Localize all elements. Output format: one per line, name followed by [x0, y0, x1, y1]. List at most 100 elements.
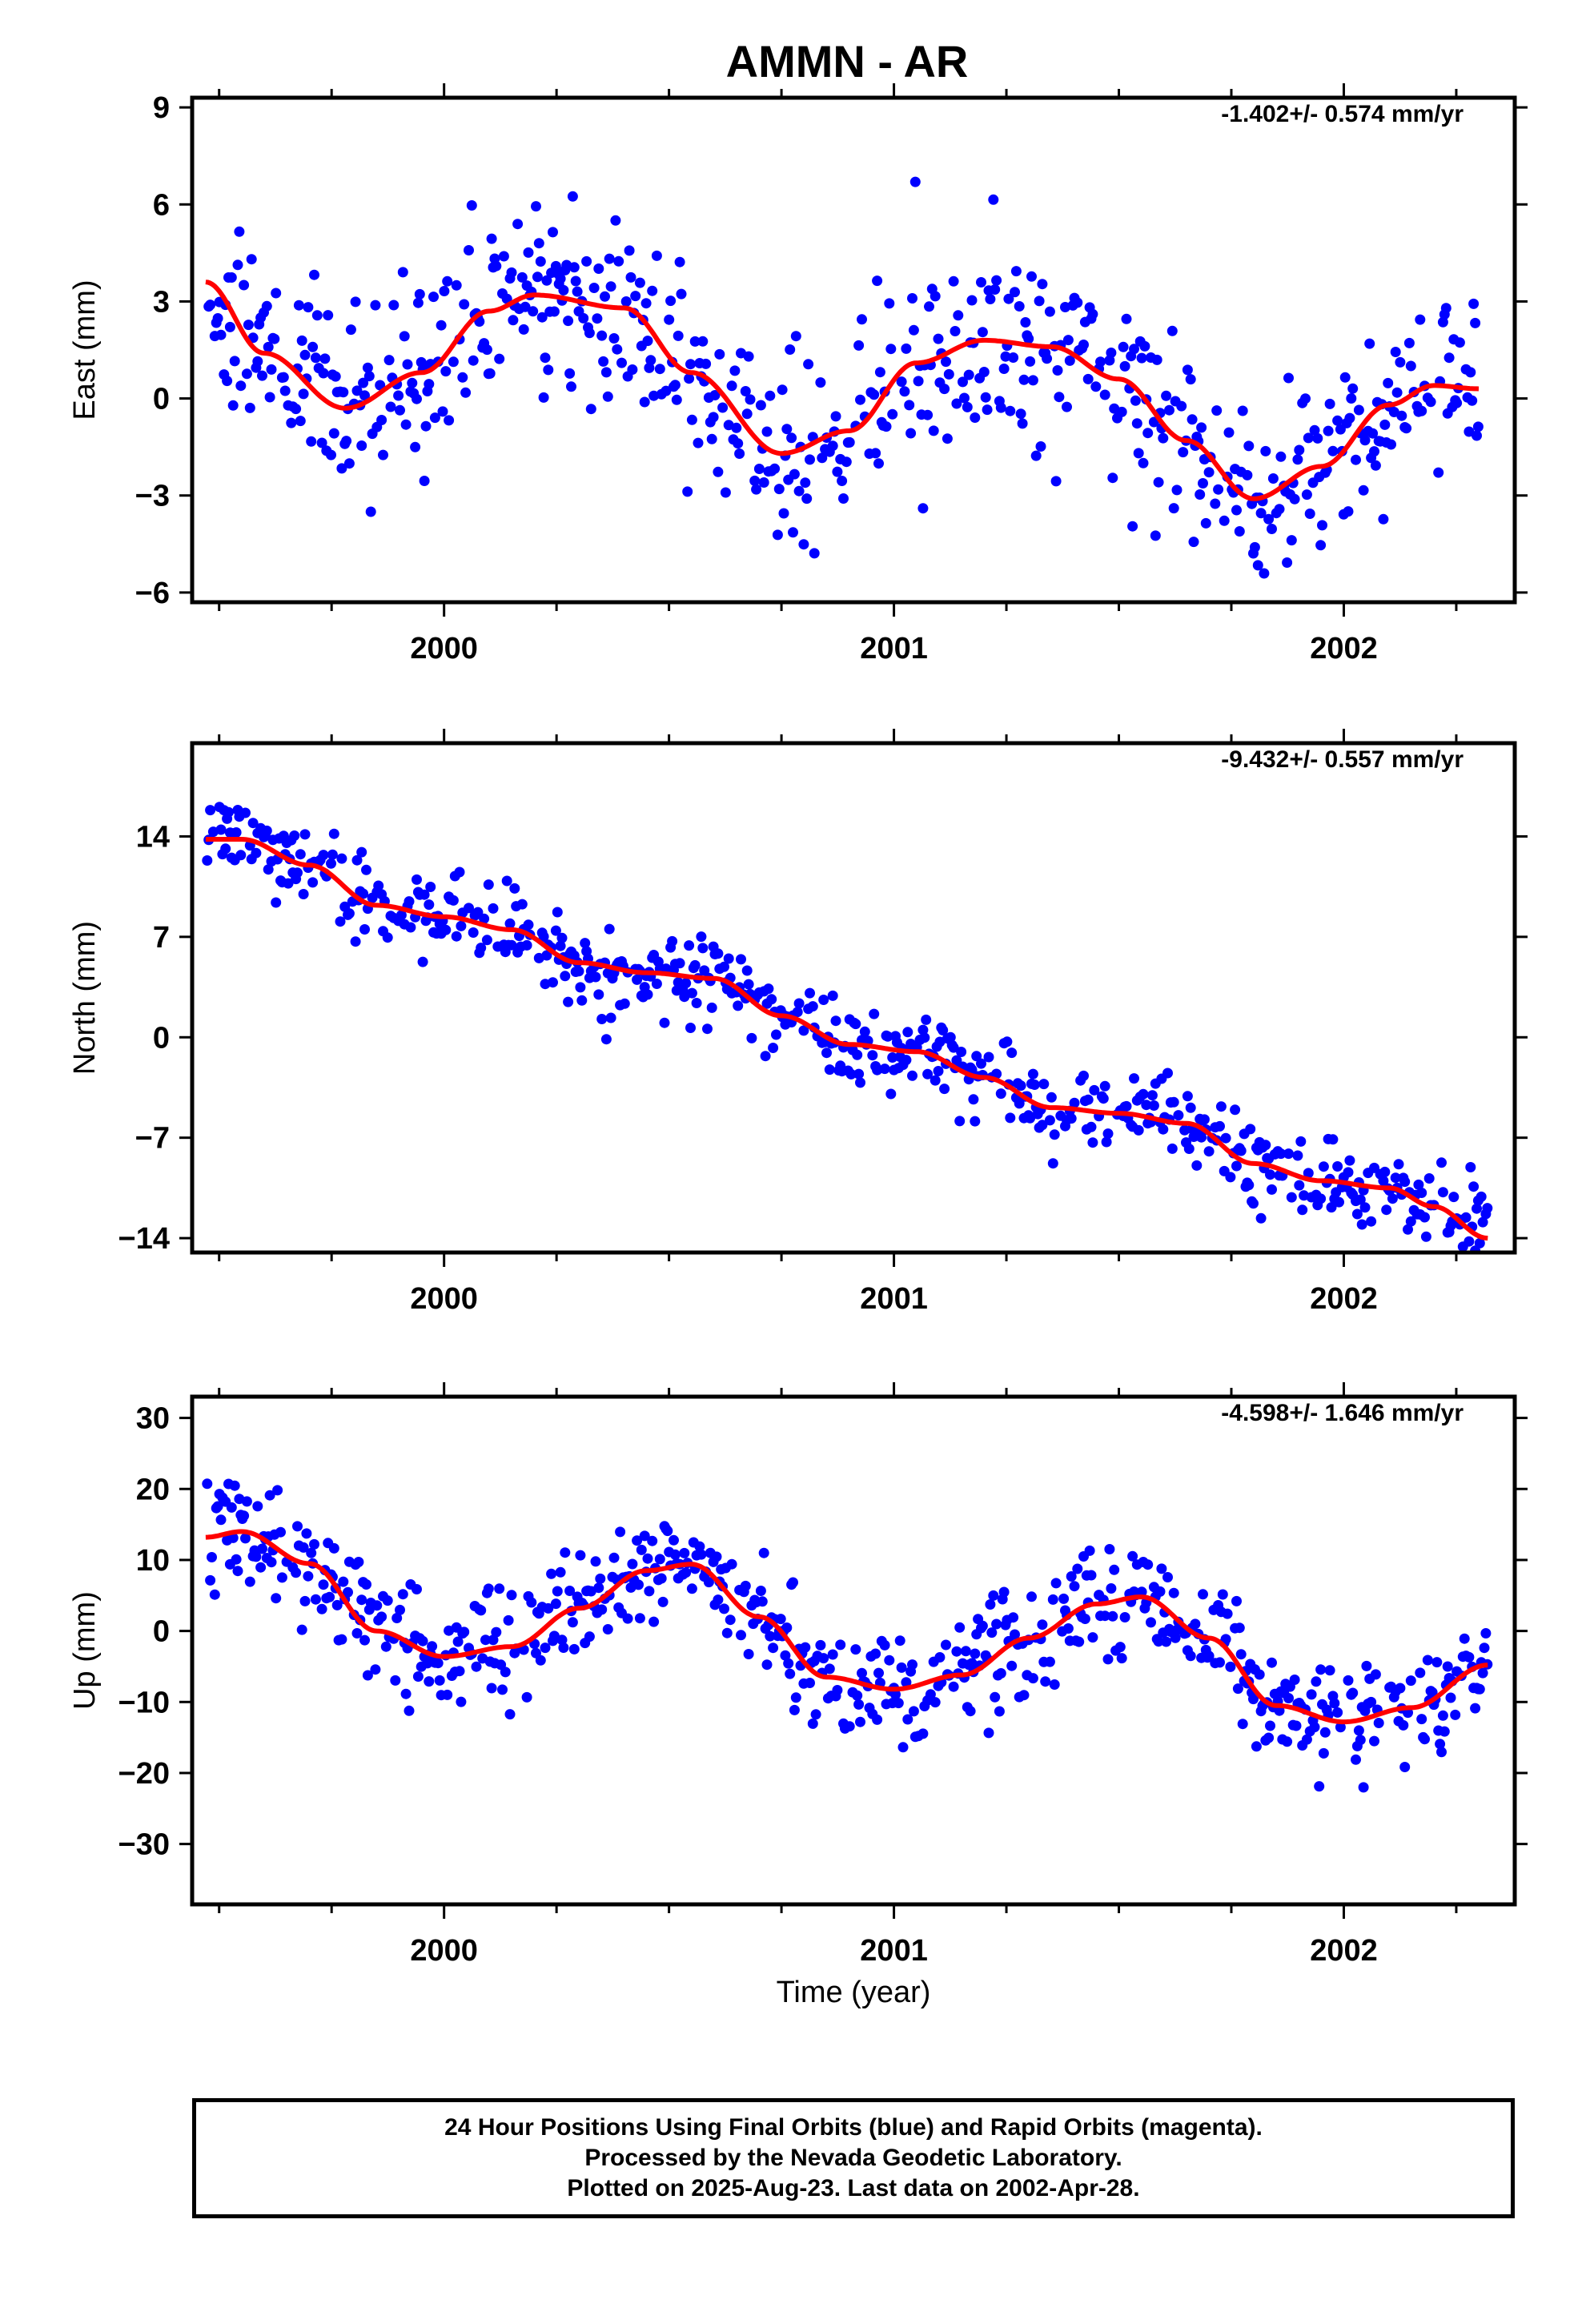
east-data-point — [400, 419, 412, 430]
east-data-point — [326, 449, 336, 460]
east-data-point — [243, 320, 254, 331]
north-data-point — [818, 995, 829, 1005]
east-data-point — [872, 275, 883, 287]
north-y-tick-label: 0 — [153, 1021, 170, 1055]
east-data-point — [1023, 333, 1034, 344]
east-data-point — [543, 364, 554, 376]
up-data-point — [1215, 1657, 1225, 1668]
east-data-point — [1166, 325, 1178, 336]
east-data-point — [468, 355, 479, 366]
up-data-point — [310, 1594, 321, 1605]
north-data-point — [538, 931, 549, 942]
up-data-point — [632, 1535, 643, 1546]
east-data-point — [460, 387, 472, 398]
east-data-point — [743, 351, 754, 362]
east-data-point — [665, 296, 677, 307]
north-data-point — [318, 850, 329, 861]
north-data-point — [1243, 1180, 1255, 1191]
east-data-point — [555, 273, 566, 284]
east-data-point — [362, 362, 373, 373]
up-data-point — [897, 1742, 909, 1753]
east-data-point — [568, 262, 580, 273]
north-data-point — [590, 971, 601, 983]
east-data-point — [790, 331, 801, 342]
east-data-point — [1263, 513, 1275, 525]
up-data-point — [503, 1614, 514, 1626]
east-data-point — [1367, 428, 1379, 439]
east-data-point — [564, 368, 576, 379]
north-data-point — [396, 910, 407, 921]
north-data-point — [919, 1032, 930, 1043]
up-data-point — [1442, 1661, 1453, 1672]
east-data-point — [1309, 424, 1320, 436]
north-trend-line — [205, 837, 1488, 1241]
up-data-point — [391, 1613, 403, 1623]
up-data-point — [1154, 1586, 1166, 1597]
up-data-point — [835, 1639, 846, 1651]
north-data-point — [948, 1042, 959, 1053]
north-data-point — [1199, 1114, 1210, 1125]
north-data-point — [1472, 1203, 1482, 1214]
east-data-point — [772, 529, 783, 541]
up-data-point — [1044, 1656, 1055, 1667]
north-data-point — [1148, 1100, 1159, 1111]
east-data-point — [1015, 408, 1026, 420]
up-data-point — [1037, 1619, 1048, 1630]
up-data-point — [1419, 1734, 1430, 1745]
north-data-point — [604, 923, 615, 935]
east-data-point — [414, 288, 425, 300]
north-data-point — [405, 922, 416, 933]
east-data-point — [674, 256, 685, 267]
east-data-point — [958, 376, 968, 388]
up-data-point — [1480, 1628, 1492, 1638]
north-y-tick-label: −7 — [135, 1122, 170, 1156]
east-data-point — [484, 368, 496, 379]
north-data-point — [684, 940, 695, 951]
east-data-point — [393, 390, 404, 401]
up-x-axis-label: Time (year) — [777, 1976, 931, 2009]
east-data-point — [685, 359, 696, 370]
up-data-point — [476, 1605, 487, 1616]
north-data-point — [1265, 1169, 1275, 1180]
up-data-point — [768, 1642, 779, 1654]
up-data-point — [596, 1604, 608, 1615]
east-data-point — [444, 415, 455, 426]
up-trend-line — [205, 1529, 1488, 1725]
up-data-point — [893, 1698, 904, 1709]
up-y-tick-label: 20 — [136, 1473, 170, 1506]
north-data-point — [723, 953, 734, 964]
up-data-point — [1107, 1610, 1118, 1622]
up-data-point — [879, 1639, 890, 1651]
north-data-point — [454, 866, 465, 878]
east-y-tick-label: 3 — [153, 285, 170, 319]
east-data-point — [1176, 400, 1187, 412]
up-x-tick-label: 2001 — [860, 1934, 928, 1968]
east-data-point — [481, 344, 492, 356]
up-data-point — [1422, 1655, 1433, 1666]
east-data-point — [1025, 356, 1036, 367]
up-data-point — [548, 1630, 560, 1642]
east-data-point — [741, 408, 753, 420]
up-data-point — [595, 1573, 606, 1584]
east-data-point — [1198, 478, 1208, 489]
east-data-point — [1003, 293, 1014, 304]
east-data-point — [548, 227, 558, 238]
north-data-point — [464, 903, 474, 914]
east-data-point — [651, 250, 662, 261]
east-data-point — [581, 255, 592, 267]
east-data-point — [226, 272, 237, 283]
east-data-point — [604, 253, 615, 264]
up-data-point — [977, 1620, 988, 1631]
east-data-point — [279, 385, 291, 396]
east-data-point — [1467, 395, 1478, 406]
north-y-tick-label: 14 — [136, 820, 170, 854]
east-data-point — [970, 412, 981, 423]
east-data-point — [789, 468, 800, 480]
east-data-point — [528, 306, 539, 317]
east-data-point — [777, 384, 788, 396]
up-data-point — [1439, 1726, 1450, 1737]
up-data-point — [873, 1667, 884, 1679]
east-data-point — [541, 275, 552, 286]
east-data-point — [1274, 504, 1285, 515]
up-data-point — [1435, 1739, 1446, 1750]
